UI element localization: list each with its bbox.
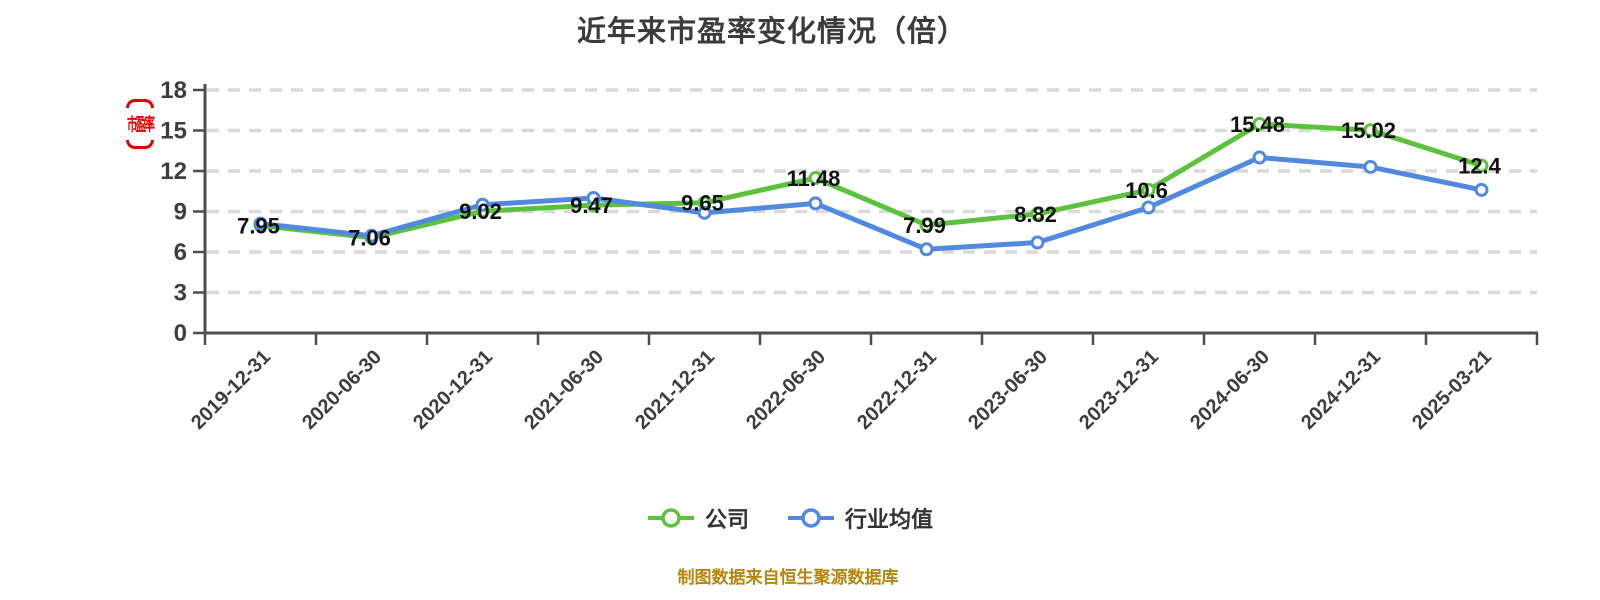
vertical-paren-open-icon [126,99,154,108]
x-axis-label: 2020-12-31 [409,346,497,434]
x-axis-label: 2020-06-30 [298,346,386,434]
data-label: 9.47 [570,193,613,218]
x-axis-label: 2023-12-31 [1075,346,1163,434]
data-point-marker[interactable] [919,218,934,233]
data-label: 10.6 [1125,178,1168,203]
data-point-marker[interactable] [1030,235,1045,250]
x-axis-label: 2022-12-31 [853,346,941,434]
legend-line-marker-icon [647,508,694,528]
data-label: 9.02 [459,199,502,224]
x-axis-label: 2019-12-31 [187,346,275,434]
data-label: 7.95 [237,214,280,239]
data-point-marker[interactable] [475,197,490,212]
x-axis-label: 2022-06-30 [742,346,830,434]
data-point-marker[interactable] [697,205,712,220]
data-label: 7.99 [903,213,946,238]
chart-title-row: 近年来市盈率变化情况（倍） [0,8,1572,50]
data-point-marker[interactable] [1030,206,1045,221]
axis-lines [203,84,1538,335]
data-point-marker[interactable] [1363,123,1378,138]
chart-legend: 公司 行业均值 [0,502,1590,534]
x-axis-label: 2021-12-31 [631,346,719,434]
data-point-marker[interactable] [919,242,934,257]
data-label: 9.65 [681,191,724,216]
data-label: 12.4 [1458,154,1502,179]
data-label: 15.02 [1341,118,1396,143]
data-point-marker[interactable] [1363,159,1378,174]
data-point-marker[interactable] [1141,182,1156,197]
y-axis-tick-label: 3 [174,280,187,307]
y-axis-tick-label: 15 [160,118,187,145]
data-point-marker[interactable] [364,228,379,243]
data-point-marker[interactable] [808,196,823,211]
data-point-marker[interactable] [253,216,268,231]
y-axis-tick-label: 18 [160,77,187,104]
data-label: 8.82 [1014,202,1057,227]
legend-item-industry-average[interactable]: 行业均值 [787,502,933,534]
source-note: 制图数据来自恒生聚源数据库 [677,568,899,587]
y-axis-tick-label: 6 [174,239,187,266]
data-point-marker[interactable] [1141,200,1156,215]
y-axis-tick-label: 0 [174,320,187,347]
legend-item-company[interactable]: 公司 [647,502,749,534]
y-axis-unit-stamp: 市盈率 [118,99,162,149]
series-line-公司 [258,121,1484,241]
data-label: 7.06 [348,226,391,251]
data-point-marker[interactable] [1474,182,1489,197]
data-point-marker[interactable] [1252,117,1267,132]
x-axis-label: 2024-12-31 [1297,346,1385,434]
vertical-paren-close-icon [126,140,154,149]
series-line-行业均值 [258,155,1484,252]
data-point-marker[interactable] [1252,150,1267,165]
data-point-marker[interactable] [1474,158,1489,173]
y-axis-tick-label: 9 [174,199,187,226]
legend-label-company: 公司 [704,507,749,532]
x-axis-label: 2023-06-30 [964,346,1052,434]
x-axis-label: 2025-03-21 [1408,346,1496,434]
data-label: 15.48 [1230,112,1285,137]
data-label: 11.48 [787,166,841,191]
x-axis-label: 2021-06-30 [520,346,608,434]
x-axis-label: 2024-06-30 [1186,346,1274,434]
legend-label-industry-average: 行业均值 [845,507,934,532]
y-axis-tick-label: 12 [160,158,187,185]
data-point-marker[interactable] [808,171,823,186]
data-point-marker[interactable] [586,191,601,205]
chart-title: 近年来市盈率变化情况（倍） [576,16,967,48]
y-axis-unit-text: 市盈率 [126,114,155,134]
legend-line-marker-icon [788,508,834,528]
